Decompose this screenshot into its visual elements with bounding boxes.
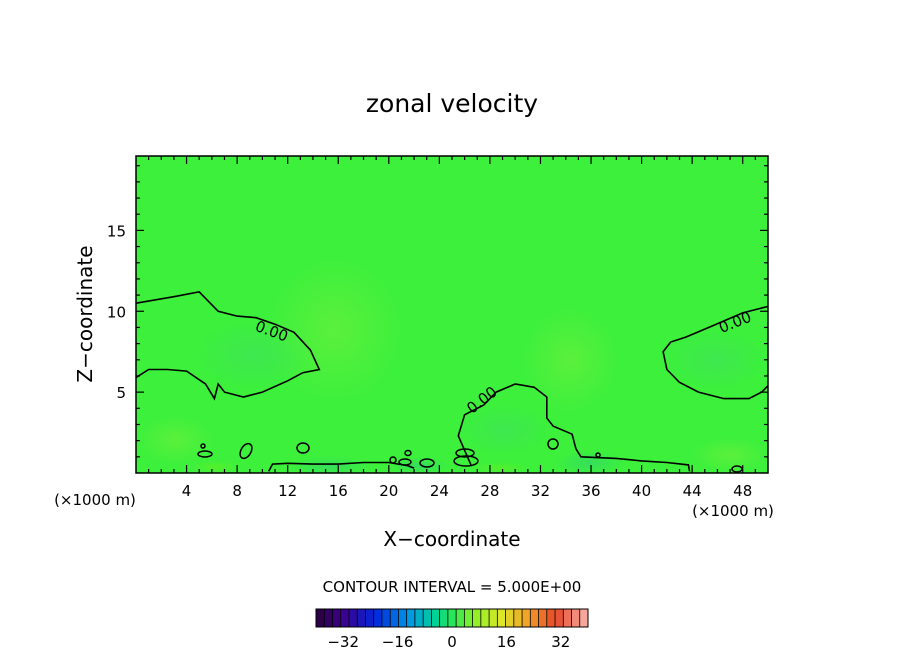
field-blob [190, 460, 240, 473]
x-tick-label: 36 [581, 482, 600, 500]
colorbar-swatch [546, 609, 556, 627]
colorbar-swatch [489, 609, 498, 627]
small-contour-loops [197, 438, 743, 473]
y-tick-label: 5 [116, 384, 126, 402]
contour-loop [398, 458, 412, 466]
x-tick-label: 44 [683, 482, 702, 500]
x-tick-label: 8 [232, 482, 242, 500]
x-tick-label: 24 [430, 482, 449, 500]
colorbar-swatch [340, 609, 350, 627]
field-blob [555, 451, 625, 473]
field-blob [690, 437, 768, 473]
x-tick-label: 48 [733, 482, 752, 500]
colorbar-swatch [472, 609, 482, 627]
zero-contour [136, 291, 321, 401]
colorbar-tick-label: −16 [382, 633, 414, 651]
x-unit-left: (×1000 m) [54, 491, 136, 509]
field-blob [195, 320, 315, 390]
colorbar-swatch [381, 609, 391, 627]
chart-title: zonal velocity [366, 89, 538, 118]
field-blob [665, 330, 765, 390]
contour-loop [731, 465, 743, 473]
colorbar-swatch [480, 609, 490, 627]
field-blob [470, 462, 530, 473]
colorbar-swatch [414, 609, 424, 627]
colorbar-swatch [571, 609, 581, 627]
y-tick-label: 10 [107, 303, 126, 321]
colorbar-swatch [348, 609, 358, 627]
x-tick-label: 40 [632, 482, 651, 500]
velocity-field [136, 156, 768, 473]
colorbar-swatch [513, 609, 523, 627]
y-axis: 5 10 15 [107, 165, 768, 458]
colorbar-swatch [365, 609, 375, 627]
contour-loop [239, 442, 253, 460]
colorbar-ticks: −32 −16 0 16 32 [327, 633, 570, 651]
field-blob [520, 305, 620, 415]
zero-contour [457, 383, 691, 472]
x-tick-label: 12 [278, 482, 297, 500]
colorbar-tick-label: 0 [447, 633, 457, 651]
x-tick-label: 16 [329, 482, 348, 500]
colorbar-swatch [456, 609, 465, 627]
colorbar-swatch [390, 609, 399, 627]
colorbar-swatch [373, 609, 383, 627]
contour-loop [404, 449, 412, 457]
colorbar-swatch [431, 609, 441, 627]
colorbar-swatch [555, 609, 564, 627]
x-axis-label: X−coordinate [383, 527, 520, 551]
x-tick-label: 28 [480, 482, 499, 500]
colorbar-swatch [447, 609, 457, 627]
colorbar-swatch [464, 609, 474, 627]
x-tick-label: 32 [531, 482, 550, 500]
contour-loop [389, 456, 397, 464]
colorbar-tick-label: −32 [327, 633, 359, 651]
colorbar-swatch [497, 609, 507, 627]
field-background [136, 156, 768, 473]
contour-loop [547, 438, 559, 450]
colorbar-swatch [324, 609, 333, 627]
contour-loop [595, 452, 601, 458]
field-blob [460, 405, 550, 455]
contour-loop [296, 442, 310, 454]
contour-loop [419, 458, 435, 468]
x-axis: 4 8 12 16 20 24 28 32 36 40 44 48 [148, 156, 756, 500]
zero-contour-lines [136, 291, 768, 472]
field-blob [136, 415, 215, 465]
colorbar-swatch [332, 609, 342, 627]
colorbar-swatch [357, 609, 366, 627]
colorbar-tick-label: 16 [497, 633, 516, 651]
contour-loop [453, 455, 479, 467]
y-axis-label: Z−coordinate [73, 245, 97, 382]
contour-loop [455, 448, 475, 458]
x-tick-label: 4 [182, 482, 192, 500]
colorbar-tick-label: 32 [551, 633, 570, 651]
contour-loop [200, 443, 206, 449]
colorbar-swatch [530, 609, 540, 627]
colorbar-swatch [439, 609, 449, 627]
colorbar-swatch [505, 609, 515, 627]
contour-interval-text: CONTOUR INTERVAL = 5.000E+00 [323, 578, 582, 596]
zero-contour [662, 305, 768, 400]
colorbar [315, 608, 589, 628]
y-tick-label: 15 [107, 222, 126, 240]
colorbar-swatch [423, 609, 432, 627]
colorbar-swatch [406, 609, 416, 627]
contour-loop [197, 450, 213, 458]
colorbar-swatch [522, 609, 531, 627]
colorbar-swatch [579, 609, 589, 627]
x-tick-label: 20 [379, 482, 398, 500]
colorbar-swatch [398, 609, 408, 627]
colorbar-swatch [316, 609, 325, 627]
colorbar-swatch [538, 609, 548, 627]
colorbar-frame [315, 608, 589, 628]
colorbar-swatch [563, 609, 573, 627]
x-unit-right: (×1000 m) [692, 502, 774, 520]
